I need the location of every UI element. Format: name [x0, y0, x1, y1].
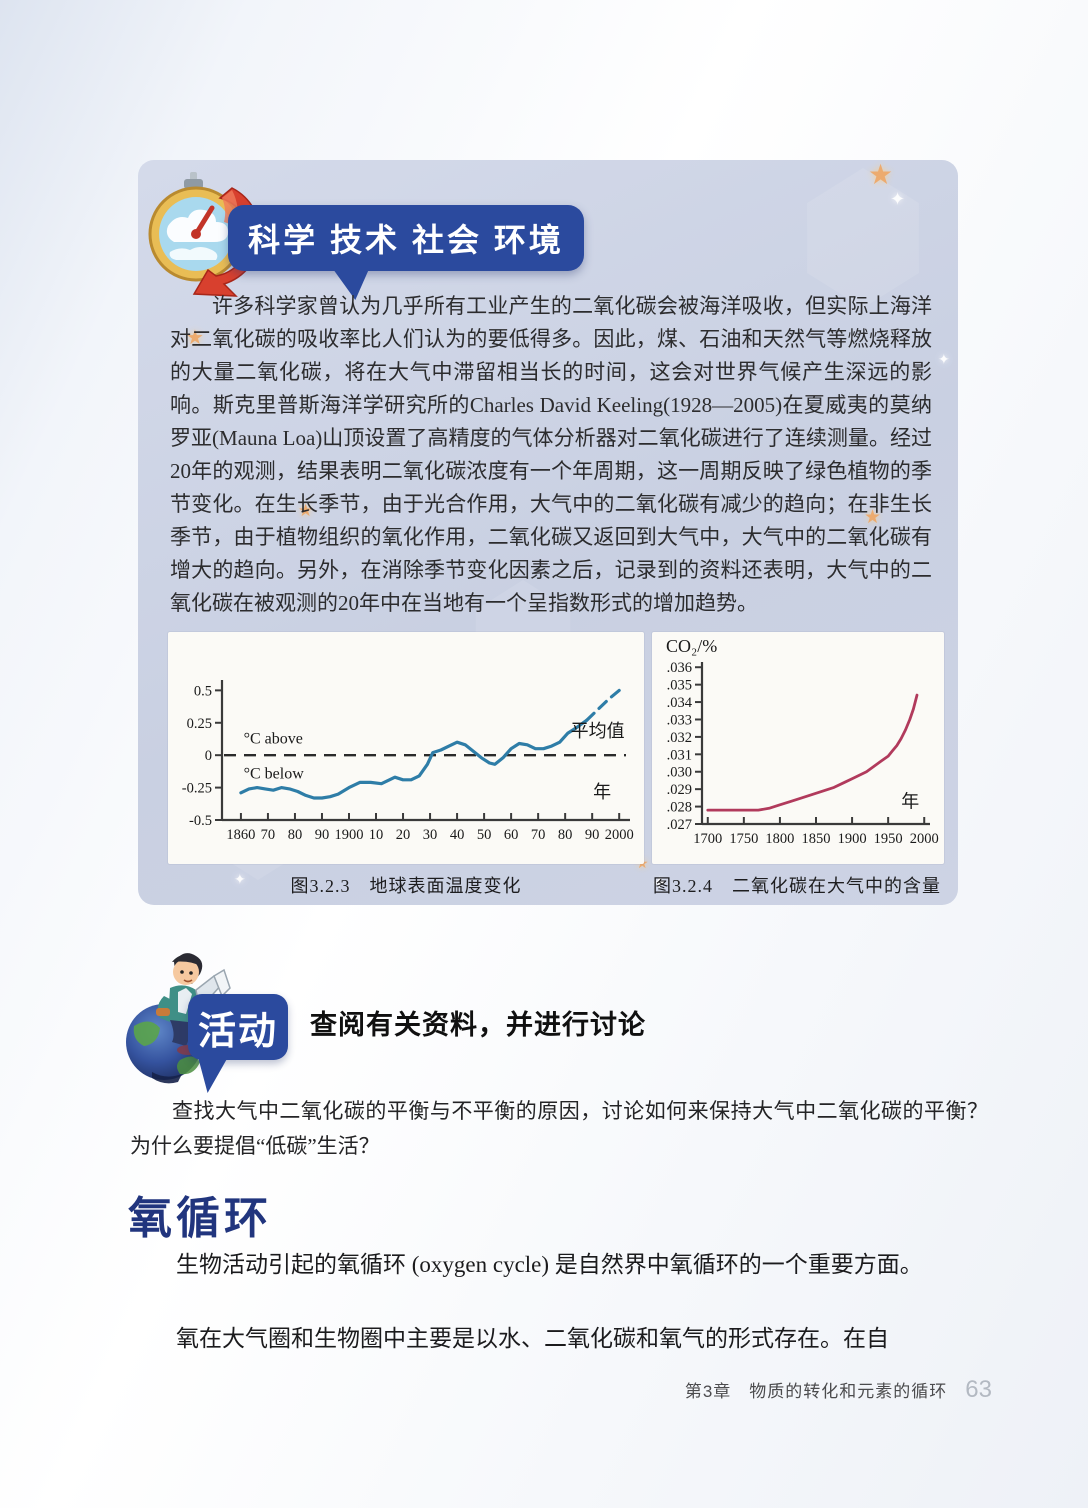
- activity-badge-label: 活动: [197, 1010, 278, 1053]
- figure-caption-temperature: 图3.2.3 地球表面温度变化: [290, 876, 522, 896]
- svg-text:2000: 2000: [605, 827, 634, 843]
- svg-text:0.5: 0.5: [194, 683, 212, 699]
- figure-caption-co2: 图3.2.4 二氧化碳在大气中的含量: [653, 876, 941, 896]
- star-decoration: ★: [868, 160, 894, 191]
- svg-text:°C below: °C below: [244, 766, 305, 783]
- oxygen-paragraph-1: 生物活动引起的氧循环 (oxygen cycle) 是自然界中氧循环的一个重要方…: [176, 1252, 923, 1277]
- hexagon-decoration: [807, 168, 919, 308]
- sts-panel: ★ ★ ★ ★ ★ ★ ✦ ✦ ✦ ✦ ✦ ✦: [138, 160, 958, 905]
- svg-text:70: 70: [531, 827, 546, 843]
- svg-text:.027: .027: [667, 817, 692, 833]
- svg-text:50: 50: [477, 827, 492, 843]
- svg-text:70: 70: [261, 827, 276, 843]
- section-heading-oxygen-cycle: 氧循环: [128, 1194, 272, 1243]
- activity-title: 查阅有关资料，并进行讨论: [310, 1010, 646, 1040]
- svg-text:.035: .035: [667, 678, 692, 694]
- svg-text:.032: .032: [667, 730, 692, 746]
- svg-text:0: 0: [205, 748, 212, 764]
- figure-co2-chart: .036 .035.034.033 .032.031 .030.029 .028.027…: [652, 632, 944, 864]
- svg-text:.030: .030: [667, 765, 692, 781]
- activity-paragraph: 查找大气中二氧化碳的平衡与不平衡的原因，讨论如何来保持大气中二氧化碳的平衡？为什…: [130, 1099, 988, 1158]
- sparkle-decoration: ✦: [938, 353, 950, 368]
- svg-text:1800: 1800: [765, 831, 794, 847]
- footer-page-number: 63: [965, 1376, 992, 1403]
- svg-text:30: 30: [423, 827, 438, 843]
- svg-text:90: 90: [315, 827, 330, 843]
- svg-text:-0.5: -0.5: [189, 813, 212, 829]
- page-footer: 第3章 物质的转化和元素的循环 63: [685, 1376, 992, 1404]
- svg-text:1950: 1950: [874, 831, 903, 847]
- sts-badge: 科学 技术 社会 环境: [228, 205, 584, 271]
- svg-text:.031: .031: [667, 747, 692, 763]
- svg-text:1850: 1850: [802, 831, 831, 847]
- svg-text:80: 80: [288, 827, 303, 843]
- svg-text:10: 10: [369, 827, 384, 843]
- sts-badge-title: 科学 技术 社会 环境: [248, 222, 564, 258]
- svg-text:CO₂/%: CO₂/%: [666, 636, 717, 656]
- sparkle-decoration: ✦: [890, 189, 906, 209]
- star-decoration: ★: [864, 507, 882, 528]
- svg-text:.029: .029: [667, 782, 692, 798]
- oxygen-paragraph-2: 氧在大气圈和生物圈中主要是以水、二氧化碳和氧气的形式存在。在自: [176, 1326, 889, 1351]
- svg-text:-0.25: -0.25: [182, 781, 212, 797]
- svg-text:.028: .028: [667, 800, 692, 816]
- svg-text:1700: 1700: [693, 831, 722, 847]
- svg-text:2000: 2000: [910, 831, 939, 847]
- svg-text:.033: .033: [667, 712, 692, 728]
- svg-text:1900: 1900: [334, 827, 363, 843]
- svg-text:60: 60: [504, 827, 518, 843]
- svg-text:.036: .036: [667, 660, 692, 676]
- sparkle-decoration: ✦: [652, 873, 668, 893]
- sts-paragraph: 许多科学家曾认为几乎所有工业产生的二氧化碳会被海洋吸收，但实际上海洋对二氧化碳的…: [170, 294, 932, 615]
- star-decoration: ★: [298, 501, 314, 520]
- svg-text:80: 80: [558, 827, 573, 843]
- svg-text:0.25: 0.25: [187, 716, 212, 732]
- figure-temperature-chart: 0.5 0.25 0 -0.25 -0.5 1860 70 80 90 1900 10 20 30 40 5…: [168, 632, 644, 864]
- svg-text:年: 年: [901, 792, 919, 812]
- activity-mascot-icon: [122, 932, 238, 1089]
- svg-text:1750: 1750: [729, 831, 758, 847]
- svg-text:1860: 1860: [226, 827, 255, 843]
- svg-text:20: 20: [396, 827, 411, 843]
- svg-text:90: 90: [585, 827, 600, 843]
- activity-badge: 活动: [188, 994, 288, 1060]
- svg-text:平均值: 平均值: [571, 721, 625, 741]
- footer-chapter-title: 第3章 物质的转化和元素的循环: [684, 1382, 948, 1401]
- star-decoration: ★: [186, 327, 204, 349]
- svg-text:年: 年: [593, 782, 611, 802]
- svg-text:.034: .034: [667, 695, 693, 711]
- svg-text:40: 40: [450, 827, 465, 843]
- svg-text:°C above: °C above: [244, 731, 303, 748]
- sparkle-decoration: ✦: [234, 873, 246, 888]
- svg-text:1900: 1900: [838, 831, 867, 847]
